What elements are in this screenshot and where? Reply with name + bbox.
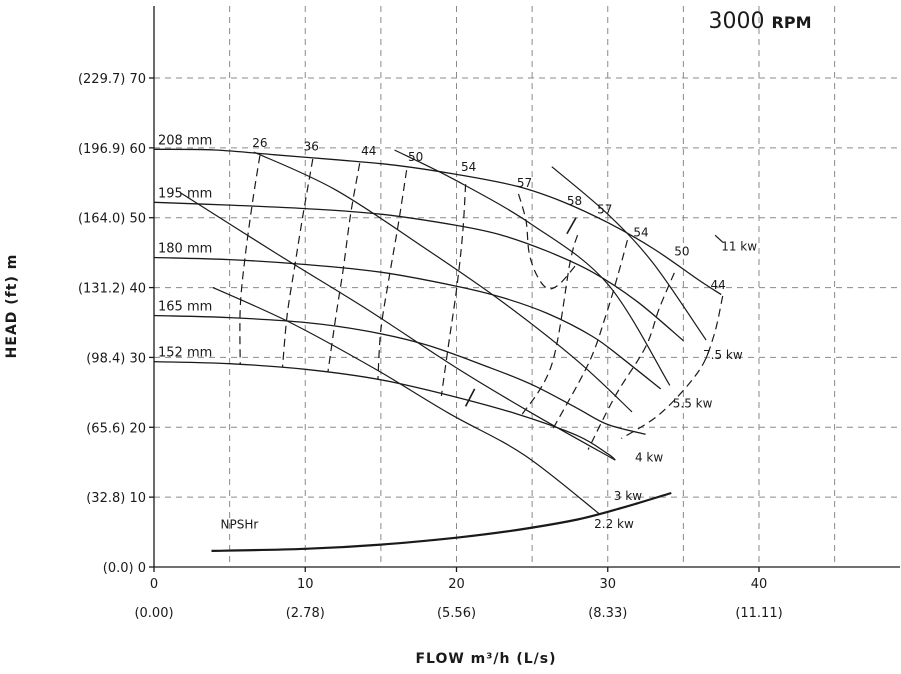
efficiency-curve (551, 239, 628, 432)
efficiency-curve (621, 295, 724, 440)
speed-label: 3000 RPM (709, 9, 812, 34)
power-label: 4 kw (635, 451, 663, 465)
efficiency-label: 26 (252, 136, 267, 150)
efficiency-label: 58 (567, 194, 582, 208)
head-curve-label: 165 mm (158, 300, 212, 315)
y-tick-label: (196.9) 60 (78, 142, 146, 157)
grid-lines (154, 6, 900, 567)
power-label: 11 kw (721, 240, 757, 254)
head-curve-label: 208 mm (158, 133, 212, 148)
power-label: 5.5 kw (673, 397, 713, 411)
x-tick-label: 0 (150, 577, 158, 592)
head-curve (153, 148, 722, 296)
efficiency-curve (239, 155, 261, 365)
x-tick-label: 20 (448, 577, 465, 592)
npshr-label: NPSHr (221, 518, 259, 532)
npshr-curve (211, 491, 672, 552)
x-tick-sublabel: (0.00) (134, 606, 173, 621)
x-tick-sublabel: (2.78) (286, 606, 325, 621)
efficiency-label: 54 (633, 226, 648, 240)
y-tick-label: (229.7) 70 (78, 72, 146, 87)
y-tick-label: (65.6) 20 (86, 421, 146, 436)
plot-labels: 208 mm 195 mm 180 mm 165 mm 152 mm 26 36 44 50 54… (158, 133, 757, 531)
efficiency-curve (327, 163, 361, 373)
head-curve-label: 180 mm (158, 242, 212, 257)
head-curve (153, 256, 662, 390)
head-curve-label: 152 mm (158, 346, 212, 361)
efficiency-label: 50 (674, 244, 689, 258)
x-axis-title: FLOW m³/h (L/s) (415, 651, 556, 667)
power-curve (551, 166, 707, 341)
plot-curves (153, 148, 724, 552)
x-tick-sublabel: (8.33) (588, 606, 627, 621)
efficiency-curve (282, 158, 314, 367)
efficiency-curve (377, 170, 408, 380)
x-tick-label: 10 (297, 577, 314, 592)
efficiency-label: 36 (304, 140, 319, 154)
operating-mark (464, 388, 476, 407)
y-tick-label: (164.0) 50 (78, 212, 146, 227)
y-tick-label: (98.4) 30 (86, 351, 146, 366)
power-curve (253, 151, 633, 413)
x-tick-sublabel: (5.56) (437, 606, 476, 621)
power-curve (180, 192, 616, 461)
head-curve (153, 201, 684, 342)
y-tick-label: (131.2) 40 (78, 282, 146, 297)
y-axis-title: HEAD (ft) m (4, 254, 20, 359)
y-tick-label: (0.0) 0 (103, 561, 146, 576)
power-curve (394, 149, 671, 386)
power-label: 7.5 kw (703, 348, 743, 362)
x-tick-label: 40 (751, 577, 768, 592)
power-label: 3 kw (614, 489, 642, 503)
y-tick-label: (32.8) 10 (86, 491, 146, 506)
axes: (0.0) 0 (32.8) 10 (65.6) 20 (98.4) 30 (131.2… (78, 6, 900, 621)
efficiency-label: 57 (597, 203, 612, 217)
power-label: 2.2 kw (594, 517, 634, 531)
x-tick-label: 30 (599, 577, 616, 592)
head-curve-label: 195 mm (158, 186, 212, 201)
x-tick-sublabel: (11.11) (735, 606, 782, 621)
efficiency-label: 50 (408, 150, 423, 164)
efficiency-curve (520, 235, 579, 416)
power-curve (212, 287, 601, 516)
power-curve (714, 234, 724, 243)
head-curve (153, 314, 646, 435)
speed-unit: RPM (772, 13, 812, 32)
efficiency-label: 54 (461, 160, 476, 174)
head-curve (153, 360, 616, 461)
speed-value: 3000 (709, 9, 765, 34)
efficiency-label: 44 (711, 278, 726, 292)
efficiency-label: 57 (517, 176, 532, 190)
efficiency-curve (587, 272, 675, 450)
efficiency-curve (440, 184, 467, 396)
operating-mark (566, 217, 577, 235)
efficiency-label: 44 (361, 144, 376, 158)
efficiency-curve (517, 193, 578, 290)
